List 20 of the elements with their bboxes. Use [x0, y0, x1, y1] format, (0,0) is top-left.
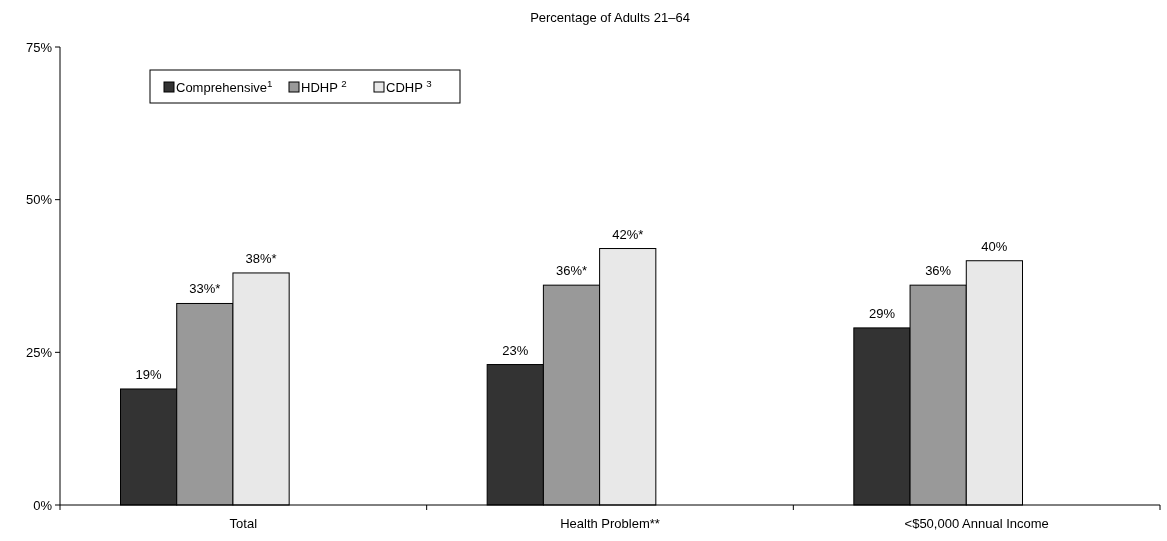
legend-label: CDHP $^{3}$: [386, 77, 432, 95]
data-label: 33%*: [189, 281, 221, 297]
data-label: 29%: [868, 305, 896, 321]
y-tick-label: 25%: [25, 344, 53, 360]
x-tick-label: Health Problem**: [560, 516, 660, 531]
data-label: 40%: [981, 238, 1008, 254]
data-label: 23%: [502, 342, 529, 358]
x-tick-label: Total: [229, 516, 258, 531]
legend-label: Comprehensive$^{1}$: [176, 77, 273, 95]
y-tick-label: 75%: [25, 39, 53, 55]
data-label: 42%*: [612, 226, 644, 242]
data-label: 19%: [135, 366, 163, 382]
chart-title: Percentage of Adults 21–64: [530, 10, 690, 25]
data-label: 36%: [925, 263, 952, 279]
x-tick-label: <$50,000 Annual Income: [904, 516, 1049, 531]
data-label: 38%*: [245, 250, 277, 266]
legend-label: HDHP $^{2}$: [301, 77, 347, 95]
y-tick-label: 50%: [25, 192, 53, 208]
y-tick-label: 0%: [33, 497, 53, 513]
data-label: 36%*: [555, 263, 588, 279]
